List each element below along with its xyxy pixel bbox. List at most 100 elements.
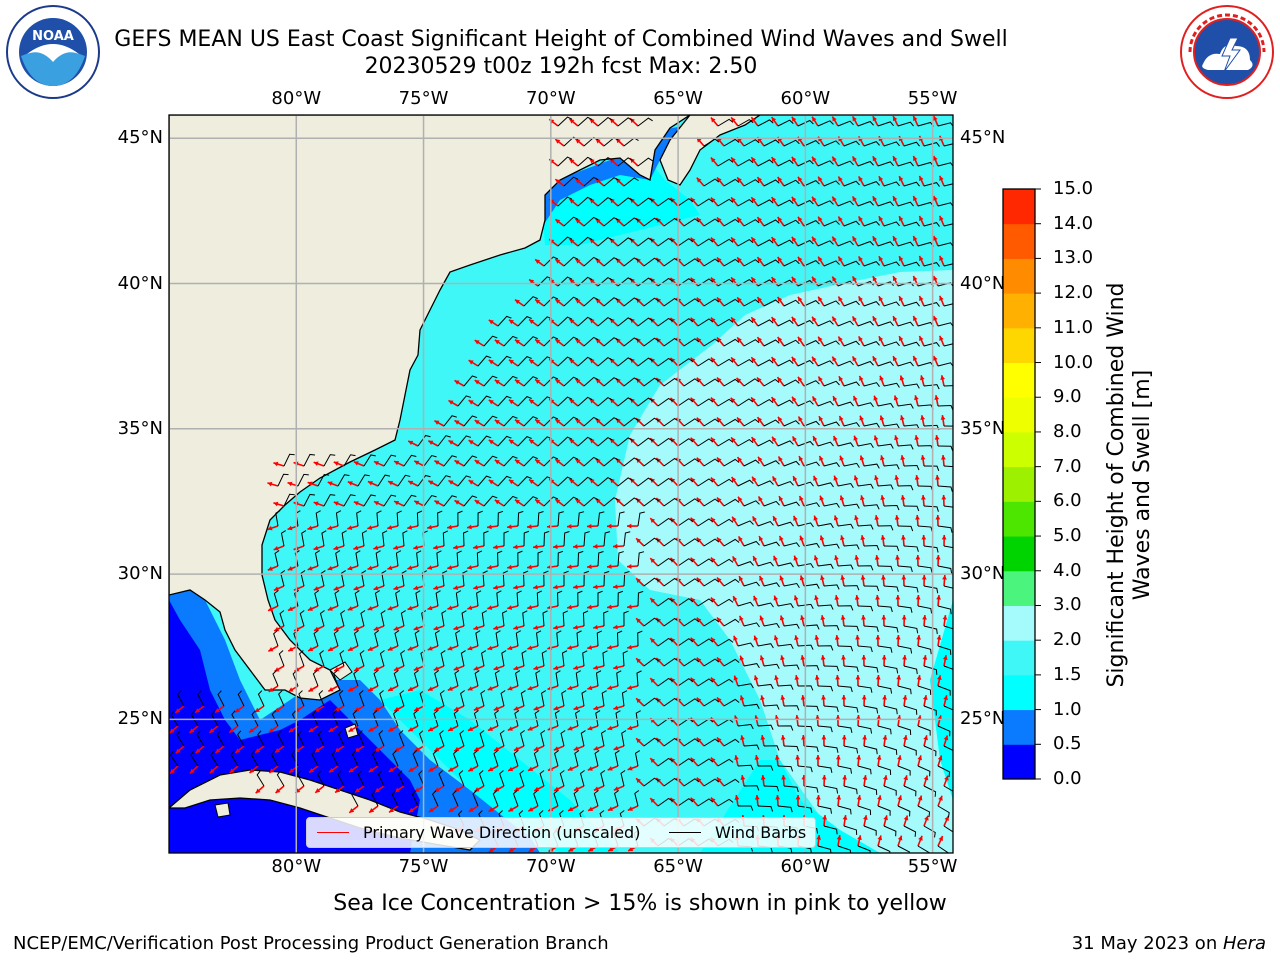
wind-barb bbox=[432, 750, 439, 767]
wind-barb bbox=[783, 501, 800, 507]
wave-direction-arrowhead bbox=[607, 685, 613, 690]
wind-barb bbox=[583, 256, 599, 267]
wave-direction-arrowhead bbox=[935, 475, 940, 480]
wave-direction-arrowhead bbox=[588, 847, 594, 852]
wave-direction-arrowhead bbox=[447, 686, 453, 691]
wind-barb bbox=[256, 770, 265, 787]
wind-barb bbox=[717, 318, 734, 327]
colorbar-segment bbox=[1003, 605, 1035, 641]
wind-barb bbox=[211, 710, 219, 727]
wind-barb bbox=[743, 500, 760, 507]
wind-barb bbox=[937, 685, 951, 696]
wave-direction-arrowhead bbox=[941, 455, 946, 460]
wave-direction-arrowhead bbox=[513, 706, 519, 711]
wind-barb bbox=[823, 745, 839, 753]
wave-direction-arrowhead bbox=[917, 795, 923, 801]
wind-barb bbox=[903, 464, 920, 471]
wind-barb bbox=[257, 690, 265, 707]
wave-direction-arrowhead bbox=[307, 525, 313, 531]
wind-barb bbox=[777, 684, 794, 690]
wind-barb bbox=[717, 518, 734, 527]
wind-barb bbox=[332, 710, 339, 727]
wave-direction-arrowhead bbox=[273, 546, 279, 551]
wind-barb bbox=[803, 180, 820, 187]
wave-direction-arrowhead bbox=[793, 555, 799, 561]
wave-direction-arrowhead bbox=[754, 795, 760, 800]
wave-direction-arrowhead bbox=[494, 339, 500, 345]
wind-barb bbox=[803, 583, 820, 589]
wind-barb bbox=[703, 258, 720, 267]
wave-direction-arrowhead bbox=[813, 555, 819, 561]
wind-barb bbox=[438, 770, 445, 787]
wave-direction-arrowhead bbox=[800, 655, 806, 660]
wind-barb bbox=[897, 805, 911, 817]
wave-direction-arrowhead bbox=[794, 635, 799, 641]
wave-direction-arrowhead bbox=[878, 216, 884, 222]
wave-direction-arrowhead bbox=[650, 798, 656, 803]
wind-barb bbox=[196, 730, 205, 747]
wave-direction-arrowhead bbox=[474, 380, 480, 385]
wave-direction-arrowhead bbox=[514, 786, 520, 792]
map-frame bbox=[168, 114, 954, 854]
wave-direction-arrowhead bbox=[334, 666, 340, 672]
land-nova-scotia bbox=[659, 115, 762, 186]
wave-direction-arrowhead bbox=[773, 555, 778, 561]
wave-direction-arrowhead bbox=[627, 766, 633, 771]
wave-direction-arrowhead bbox=[873, 435, 879, 441]
wind-barb bbox=[543, 496, 559, 507]
wave-direction-arrowhead bbox=[791, 356, 797, 362]
wind-barb bbox=[757, 805, 774, 812]
wind-barb bbox=[477, 475, 492, 487]
wave-direction-arrowhead bbox=[835, 675, 840, 680]
wave-direction-arrowhead bbox=[739, 655, 745, 661]
wind-barb bbox=[803, 380, 820, 387]
wave-direction-arrowhead bbox=[670, 557, 676, 563]
wind-barb bbox=[577, 356, 593, 367]
wave-direction-arrowhead bbox=[589, 318, 595, 324]
wind-barb bbox=[634, 750, 641, 767]
wave-direction-arrowhead bbox=[777, 377, 783, 383]
wind-barb bbox=[823, 705, 839, 713]
wave-direction-arrowhead bbox=[575, 458, 581, 464]
wave-direction-arrowhead bbox=[670, 757, 676, 763]
wave-direction-arrowhead bbox=[353, 585, 359, 591]
wave-direction-arrowhead bbox=[353, 626, 359, 631]
wind-barb bbox=[923, 785, 937, 797]
wave-direction-arrowhead bbox=[533, 544, 538, 550]
lon-tick-label-top: 55°W bbox=[907, 88, 958, 109]
wind-barb bbox=[923, 545, 939, 553]
wave-direction-arrowhead bbox=[407, 524, 413, 530]
wave-direction-arrowhead bbox=[874, 475, 879, 481]
wave-direction-arrowhead bbox=[553, 665, 559, 671]
wave-direction-arrowhead bbox=[554, 786, 560, 792]
wave-direction-arrowhead bbox=[894, 435, 899, 441]
wind-barb bbox=[577, 590, 583, 607]
wind-barb bbox=[657, 397, 674, 407]
wave-direction-arrowhead bbox=[434, 747, 440, 752]
wind-barb bbox=[583, 496, 599, 507]
wave-direction-arrowhead bbox=[513, 746, 519, 751]
wave-direction-arrowhead bbox=[333, 461, 339, 466]
wave-direction-arrowhead bbox=[355, 787, 361, 793]
wave-direction-arrowhead bbox=[195, 708, 201, 713]
wind-barb bbox=[857, 524, 874, 530]
wave-direction-arrowhead bbox=[287, 566, 293, 571]
wave-direction-arrowhead bbox=[779, 535, 784, 541]
wave-direction-arrowhead bbox=[267, 481, 273, 487]
wave-direction-arrowhead bbox=[832, 396, 838, 402]
wave-direction-arrowhead bbox=[328, 687, 334, 692]
wave-direction-arrowhead bbox=[874, 515, 880, 520]
wave-direction-arrowhead bbox=[589, 118, 595, 124]
wind-barb bbox=[319, 610, 325, 627]
wind-barb bbox=[634, 790, 640, 807]
wave-direction-arrowhead bbox=[413, 625, 419, 631]
wind-barb bbox=[737, 398, 754, 407]
wind-barb bbox=[497, 510, 504, 527]
wind-barb bbox=[763, 378, 780, 387]
wave-direction-arrowhead bbox=[493, 706, 499, 711]
wave-direction-arrowhead bbox=[374, 787, 380, 793]
wave-direction-arrowhead bbox=[595, 298, 601, 304]
wind-barb bbox=[533, 790, 539, 807]
wave-direction-arrowhead bbox=[856, 795, 862, 800]
wave-direction-arrowhead bbox=[387, 605, 393, 611]
